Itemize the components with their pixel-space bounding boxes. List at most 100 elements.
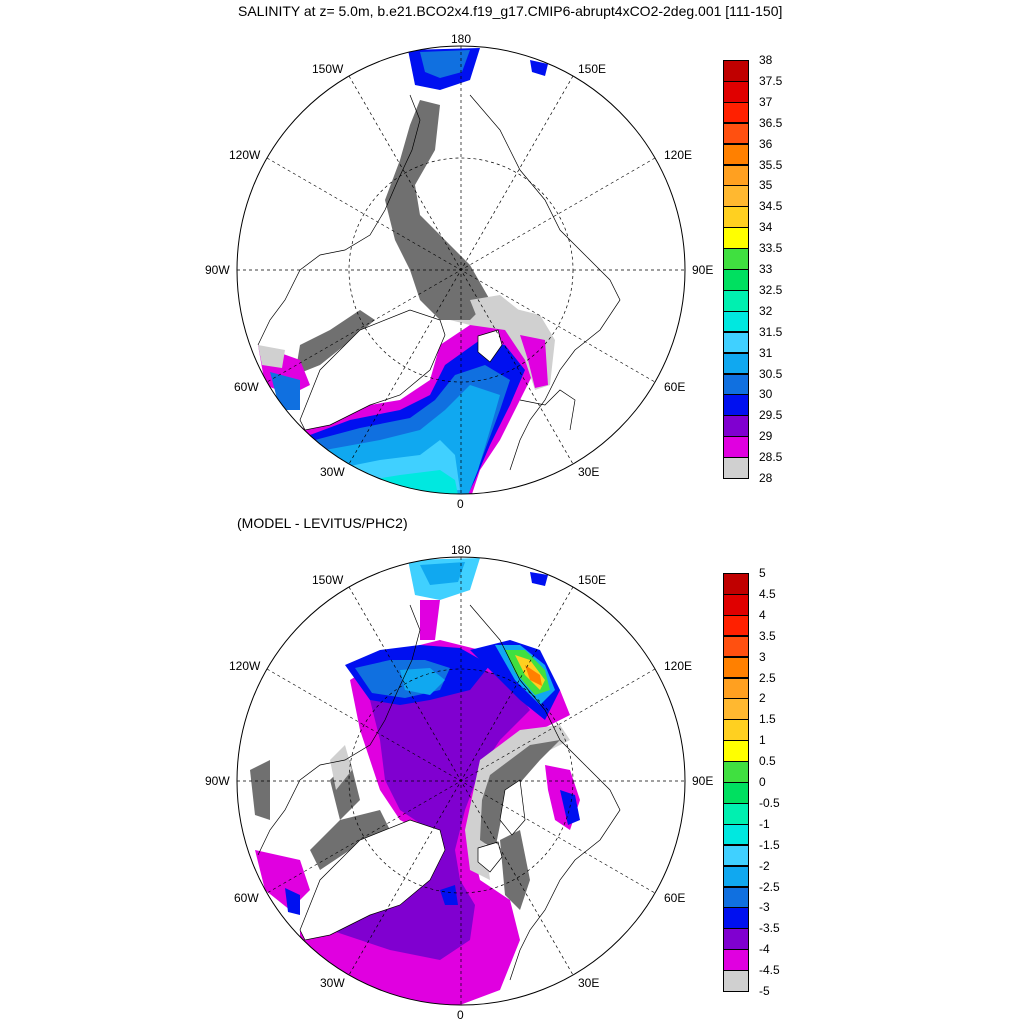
top-label-120w: 120W — [229, 148, 261, 162]
colorbar-label: 29.5 — [759, 408, 783, 423]
bottom-label-90w: 90W — [205, 774, 230, 788]
colorbar-swatch — [723, 656, 749, 679]
colorbar-swatch — [723, 248, 749, 270]
top-label-90w: 90W — [205, 263, 230, 277]
colorbar-label: 31 — [759, 345, 773, 360]
colorbar-label: 32.5 — [759, 282, 783, 297]
colorbar-swatch — [723, 352, 749, 375]
top-label-0: 0 — [457, 497, 464, 511]
colorbar-swatch — [723, 970, 749, 992]
colorbar-label: 37 — [759, 94, 773, 109]
colorbar-swatch — [723, 614, 749, 637]
colorbar-label: -5 — [759, 984, 770, 998]
colorbar-swatch — [723, 823, 749, 846]
colorbar-swatch — [723, 635, 749, 658]
bottom-label-120w: 120W — [229, 659, 261, 673]
colorbar-label: 34.5 — [759, 199, 783, 214]
top-label-150e: 150E — [578, 62, 607, 76]
colorbar-swatch — [723, 802, 749, 825]
top-label-180: 180 — [451, 32, 472, 46]
bottom-label-30w: 30W — [320, 976, 345, 990]
colorbar-swatch — [723, 886, 749, 909]
top-label-120e: 120E — [664, 148, 693, 162]
colorbar-swatch — [723, 782, 749, 804]
colorbar-label: 28 — [759, 471, 773, 485]
colorbar-label: -4.5 — [759, 963, 780, 978]
bottom-label-90e: 90E — [692, 774, 714, 788]
colorbar-label: -2 — [759, 858, 770, 873]
colorbar-swatch — [723, 269, 749, 291]
colorbar-label: 33.5 — [759, 241, 783, 256]
colorbar-label: 3.5 — [759, 628, 776, 643]
colorbar-label: -1.5 — [759, 837, 780, 852]
colorbar-swatch — [723, 928, 749, 950]
colorbar-swatch — [723, 593, 749, 616]
colorbar-label: 38 — [759, 53, 773, 67]
top-coastlines — [257, 94, 621, 471]
colorbar-swatch — [723, 761, 749, 783]
colorbar-label: 33 — [759, 262, 773, 276]
colorbar-label: 4.5 — [759, 586, 776, 601]
difference-subtitle: (MODEL - LEVITUS/PHC2) — [237, 515, 408, 531]
colorbar-swatch — [723, 101, 749, 124]
top-colorbar: 38 37.5 37 36.5 36 35.5 35 34.5 34 33.5 33 32.5 32 31… — [723, 53, 803, 485]
colorbar-swatch — [723, 698, 749, 721]
colorbar-swatch — [723, 457, 749, 479]
colorbar-swatch — [723, 719, 749, 741]
colorbar-label: 36 — [759, 136, 773, 151]
colorbar-label: 37.5 — [759, 73, 783, 88]
colorbar-swatch — [723, 289, 749, 312]
colorbar-swatch — [723, 80, 749, 103]
bottom-label-180: 180 — [451, 543, 472, 557]
colorbar-label: 29 — [759, 429, 773, 444]
bottom-label-150e: 150E — [578, 573, 607, 587]
colorbar-swatch — [723, 310, 749, 333]
colorbar-label: 3 — [759, 649, 766, 664]
top-map-boundary — [236, 45, 686, 495]
colorbar-swatch — [723, 373, 749, 396]
top-label-90e: 90E — [692, 263, 714, 277]
colorbar-label: -3 — [759, 900, 770, 915]
colorbar-label: 2 — [759, 691, 766, 706]
colorbar-swatch — [723, 60, 749, 82]
colorbar-label: -2.5 — [759, 879, 780, 894]
colorbar-label: 1.5 — [759, 712, 776, 727]
top-label-30w: 30W — [320, 465, 345, 479]
top-label-30e: 30E — [578, 465, 600, 479]
colorbar-swatch — [723, 677, 749, 700]
bottom-label-120e: 120E — [664, 659, 693, 673]
colorbar-label: -3.5 — [759, 921, 780, 936]
colorbar-label: 34 — [759, 220, 773, 235]
top-label-60w: 60W — [234, 380, 259, 394]
colorbar-label: 28.5 — [759, 450, 783, 465]
colorbar-swatch — [723, 227, 749, 249]
colorbar-swatch — [723, 185, 749, 208]
colorbar-label: 35 — [759, 178, 773, 193]
colorbar-swatch — [723, 949, 749, 971]
colorbar-swatch — [723, 415, 749, 437]
colorbar-label: 4 — [759, 607, 766, 622]
colorbar-swatch — [723, 206, 749, 228]
colorbar-label: 0.5 — [759, 754, 776, 769]
colorbar-label: 36.5 — [759, 115, 783, 130]
colorbar-label: -4 — [759, 942, 770, 957]
colorbar-swatch — [723, 907, 749, 930]
colorbar-swatch — [723, 573, 749, 595]
colorbar-label: 30.5 — [759, 366, 783, 381]
colorbar-swatch — [723, 143, 749, 166]
bottom-label-0: 0 — [457, 1008, 464, 1022]
plot-title: SALINITY at z= 5.0m, b.e21.BCO2x4.f19_g1… — [238, 3, 783, 19]
colorbar-label: -1 — [759, 816, 770, 831]
top-graticule — [237, 46, 685, 494]
colorbar-label: 32 — [759, 303, 773, 318]
colorbar-label: 2.5 — [759, 670, 776, 685]
colorbar-label: 5 — [759, 566, 766, 580]
bottom-label-150w: 150W — [312, 573, 344, 587]
colorbar-label: 1 — [759, 733, 766, 748]
colorbar-swatch — [723, 436, 749, 458]
top-label-150w: 150W — [312, 62, 344, 76]
bottom-label-60e: 60E — [664, 891, 686, 905]
top-label-60e: 60E — [664, 380, 686, 394]
bottom-colorbar: 5 4.5 4 3.5 3 2.5 2 1.5 1 0.5 0 -0.5 -1 -1.5 -2 -2.5 -3 -… — [723, 566, 803, 998]
